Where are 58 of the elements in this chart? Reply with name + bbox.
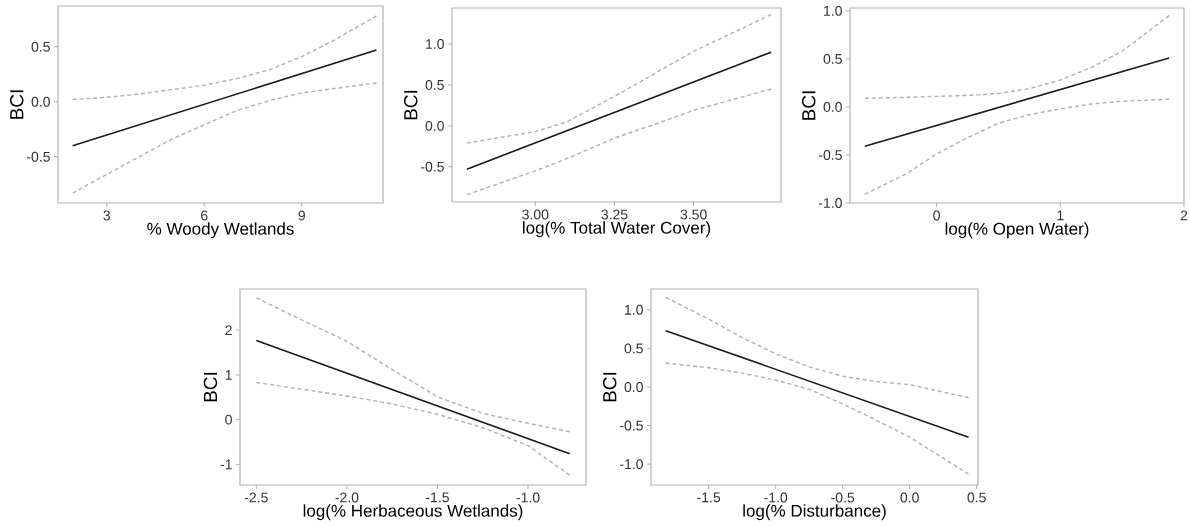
y-tick-label: -1 (220, 459, 232, 470)
x-tick-label: 3.25 (601, 209, 628, 220)
y-tick-label: -0.5 (818, 149, 842, 160)
x-tick-label: 3 (103, 210, 111, 221)
line-series (255, 297, 571, 433)
y-tick-label: 0.0 (31, 96, 50, 107)
x-tick-label: -0.5 (831, 492, 855, 503)
x-tick-label: 6 (201, 210, 208, 221)
x-tick-label: -2.0 (335, 492, 359, 503)
line-series (255, 381, 571, 476)
x-axis-title: log(% Herbaceous Wetlands) (303, 504, 523, 521)
y-tick-label: -1.0 (619, 459, 643, 470)
x-tick-label: -2.5 (244, 492, 268, 503)
y-tick-label: -0.5 (420, 161, 444, 172)
line-series (466, 88, 772, 196)
x-tick-label: -1.5 (426, 492, 449, 503)
y-axis-title: BCI (802, 91, 816, 120)
y-axis-title: BCI (404, 90, 418, 120)
x-axis-title: % Woody Wetlands (147, 222, 294, 239)
line-series (71, 15, 378, 101)
line-series (466, 13, 772, 144)
y-tick-label: 2 (225, 325, 232, 336)
y-tick-label: 0.5 (823, 53, 842, 64)
y-axis-title: BCI (603, 372, 617, 402)
line-series (864, 98, 1170, 196)
x-tick-label: 0.0 (900, 492, 919, 503)
y-tick-label: 0.0 (624, 382, 643, 392)
y-axis-title: BCI (203, 372, 218, 402)
y-axis-title: BCI (10, 90, 24, 119)
y-tick-label: 1.0 (625, 304, 643, 315)
x-tick-label: 1 (1057, 210, 1064, 221)
line-series (864, 14, 1170, 99)
y-tick-label: 1 (225, 370, 232, 380)
x-tick-label: 3.00 (522, 209, 549, 220)
line-series (665, 296, 970, 399)
x-tick-label: 2 (1180, 210, 1188, 221)
y-tick-label: 0 (225, 414, 232, 425)
x-tick-label: -1.0 (764, 492, 788, 503)
y-tick-label: 0.5 (425, 79, 444, 90)
y-tick-label: 0.0 (823, 101, 842, 112)
y-tick-label: 0.5 (31, 41, 50, 52)
x-tick-label: 3.50 (680, 209, 707, 220)
x-axis-title: log(% Total Water Cover) (523, 221, 711, 238)
x-tick-label: -1.0 (516, 492, 540, 503)
y-tick-label: 0.0 (425, 120, 444, 131)
line-series (665, 362, 970, 475)
x-tick-label: 9 (298, 210, 305, 221)
y-tick-label: 1.0 (824, 5, 842, 16)
x-tick-label: 0.5 (967, 492, 986, 503)
x-axis-title: log(% Disturbance) (743, 504, 886, 521)
x-tick-label: -1.5 (697, 492, 721, 503)
x-axis-title: log(% Open Water) (945, 222, 1089, 239)
x-tick-label: 0 (933, 210, 940, 221)
y-tick-label: 0.5 (624, 343, 643, 354)
y-tick-label: -0.5 (26, 151, 50, 162)
y-tick-label: -0.5 (619, 420, 643, 431)
y-tick-label: -1.0 (818, 198, 842, 208)
y-tick-label: 1.0 (426, 39, 444, 49)
